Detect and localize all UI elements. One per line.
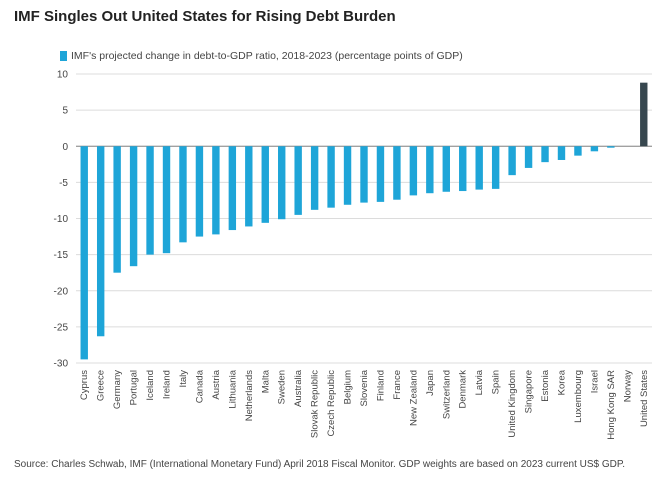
bar — [129, 146, 138, 267]
x-tick-label: Japan — [425, 370, 436, 396]
bar — [195, 146, 204, 237]
bar — [557, 146, 566, 160]
x-tick-label: Ireland — [162, 370, 173, 399]
x-tick-label: France — [392, 370, 403, 400]
bar — [459, 146, 467, 192]
x-tick-label: Luxembourg — [573, 370, 584, 423]
bar — [343, 146, 352, 205]
bar — [162, 146, 171, 254]
bar — [442, 146, 450, 192]
x-tick-label: Sweden — [277, 370, 288, 404]
x-tick-label: New Zealand — [408, 370, 419, 426]
x-tick-label: Spain — [491, 370, 502, 394]
bar — [508, 146, 516, 176]
x-tick-label: Latvia — [474, 369, 485, 395]
bar — [376, 146, 385, 202]
chart-legend: IMF's projected change in debt-to-GDP ra… — [60, 50, 463, 62]
y-tick-label: 10 — [57, 70, 69, 81]
y-tick-label: -20 — [54, 286, 69, 297]
bar — [96, 146, 105, 337]
x-tick-label: Austria — [211, 369, 222, 399]
x-tick-label: Singapore — [524, 370, 535, 413]
x-tick-label: Finland — [375, 370, 386, 401]
x-tick-label: Slovak Republic — [310, 370, 321, 438]
x-tick-label: Hong Kong SAR — [606, 370, 617, 440]
x-tick-label: Greece — [96, 370, 107, 401]
bar — [574, 146, 582, 156]
bar — [261, 146, 269, 223]
x-tick-label: Australia — [293, 369, 304, 407]
x-tick-label: Estonia — [540, 369, 551, 401]
bar — [212, 146, 220, 235]
bar — [640, 82, 648, 147]
x-tick-label: Slovenia — [359, 369, 370, 406]
x-tick-label: Israel — [589, 370, 600, 393]
x-tick-label: Germany — [112, 370, 123, 409]
x-tick-label: Lithuania — [227, 369, 238, 408]
x-tick-label: Norway — [622, 370, 633, 402]
y-tick-label: -10 — [54, 214, 69, 225]
bar — [409, 146, 418, 196]
bar — [113, 146, 121, 273]
bar — [310, 146, 319, 210]
bar — [475, 146, 483, 190]
y-tick-label: 5 — [62, 106, 68, 117]
y-tick-label: -30 — [54, 359, 69, 370]
bar — [541, 146, 549, 163]
bar — [146, 146, 154, 255]
x-tick-label: Switzerland — [441, 370, 452, 419]
chart-title: IMF Singles Out United States for Rising… — [14, 8, 396, 25]
bar — [524, 146, 533, 168]
x-tick-label: Czech Republic — [326, 370, 337, 437]
x-tick-label: Netherlands — [244, 370, 255, 421]
x-tick-label: Iceland — [145, 370, 156, 401]
bar — [228, 146, 237, 231]
y-tick-label: -15 — [54, 250, 69, 261]
bar — [360, 146, 368, 203]
x-tick-label: Denmark — [458, 370, 469, 409]
x-tick-label: Korea — [556, 369, 567, 395]
bar — [278, 146, 286, 220]
bar — [590, 146, 599, 152]
bar-chart: 10 5 0 -5 -10 -15 -20 -25 -30 Cyprus Greece German… — [54, 70, 652, 440]
x-tick-label: United Kingdom — [507, 370, 518, 438]
x-tick-label: Canada — [194, 369, 205, 403]
y-tick-label: 0 — [62, 142, 68, 153]
bar — [179, 146, 187, 243]
bar — [607, 146, 615, 148]
bar — [294, 146, 302, 215]
legend-swatch — [60, 51, 67, 61]
x-tick-label: United States — [639, 370, 650, 427]
x-tick-label: Belgium — [343, 370, 354, 404]
y-tick-label: -5 — [59, 178, 68, 189]
bar — [491, 146, 500, 189]
x-tick-label: Italy — [178, 370, 189, 388]
x-tick-label: Cyprus — [79, 370, 90, 400]
x-tick-label: Portugal — [129, 370, 140, 405]
bar — [393, 146, 401, 200]
y-tick-label: -25 — [54, 322, 69, 333]
bar — [426, 146, 434, 194]
source-note: Source: Charles Schwab, IMF (Internation… — [14, 459, 626, 470]
bar — [245, 146, 253, 227]
bar — [80, 146, 88, 360]
legend-label: IMF's projected change in debt-to-GDP ra… — [71, 50, 463, 62]
x-tick-label: Malta — [260, 369, 271, 393]
bar — [327, 146, 335, 208]
